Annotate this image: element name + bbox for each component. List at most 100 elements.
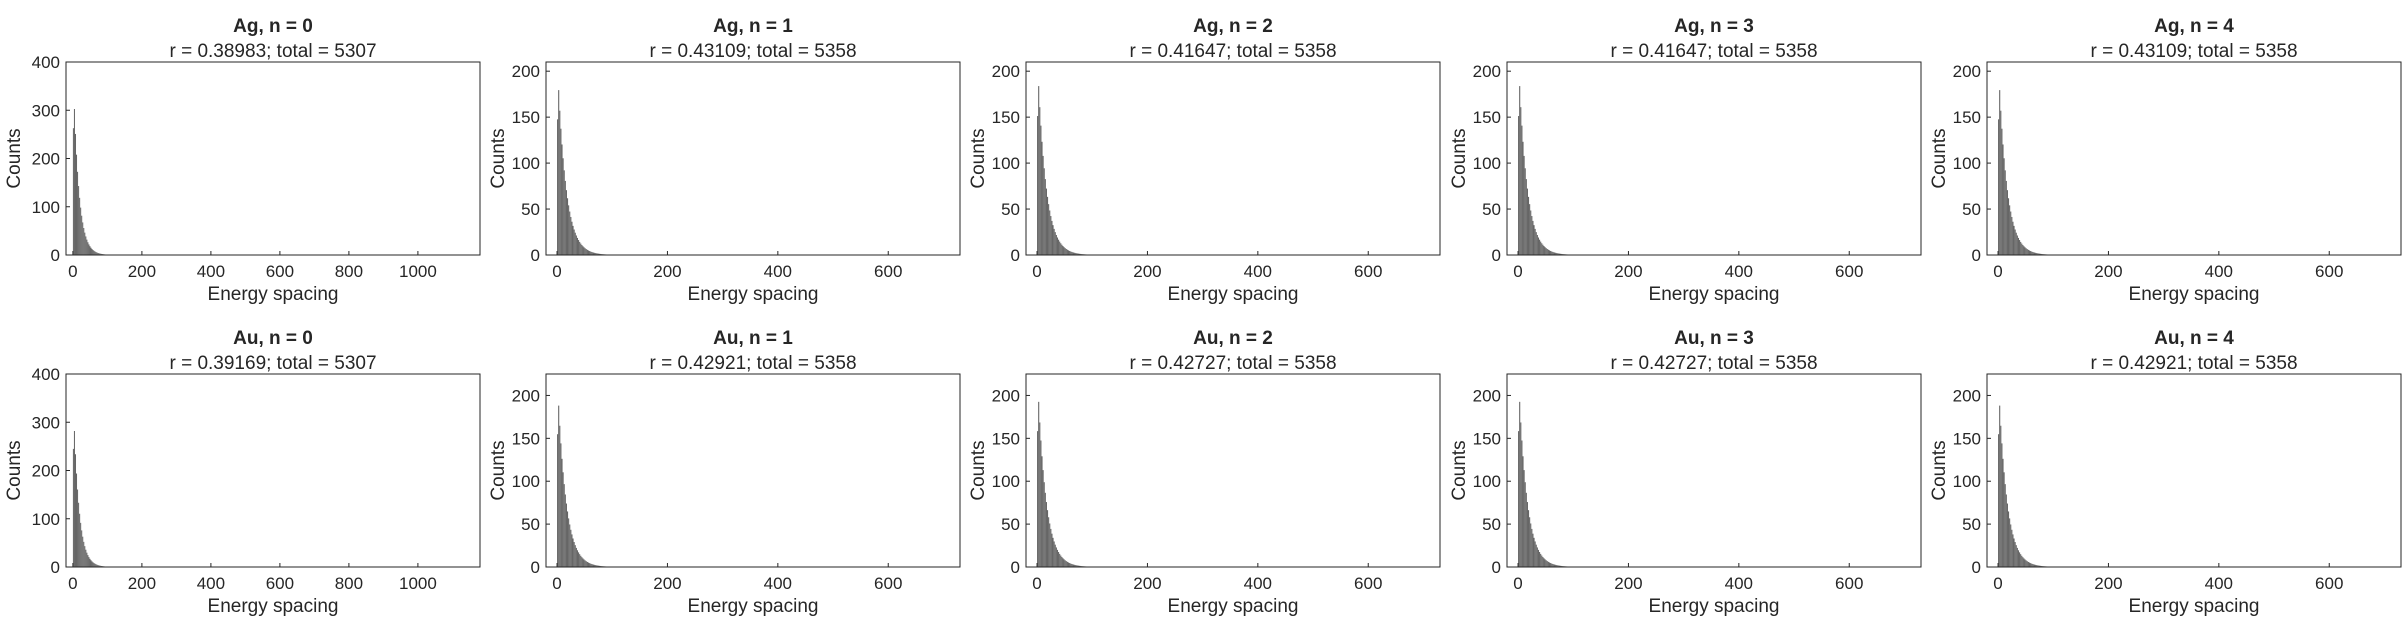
histogram-bars xyxy=(1998,90,2050,255)
histogram-bar xyxy=(89,558,91,567)
plot-area xyxy=(1026,62,1440,255)
histogram-bar xyxy=(564,494,566,567)
histogram-bar xyxy=(2017,550,2020,567)
y-axis-label: Counts xyxy=(1449,128,1470,188)
x-tick-label: 200 xyxy=(128,262,156,281)
histogram-bar xyxy=(1043,482,1045,567)
y-tick-label: 0 xyxy=(51,246,60,265)
histogram-bar xyxy=(1076,253,1078,255)
histogram-bar xyxy=(1044,492,1046,567)
histogram-bar xyxy=(2031,251,2033,255)
histogram-bar xyxy=(1037,116,1039,255)
y-tick-label: 50 xyxy=(1962,515,1981,534)
histogram-bar xyxy=(566,198,569,255)
x-tick-label: 800 xyxy=(335,574,363,593)
histogram-bar xyxy=(597,565,599,567)
histogram-bar xyxy=(1073,564,1075,567)
histogram-bar xyxy=(2001,128,2003,255)
histogram-bar xyxy=(93,563,95,567)
histogram-bar xyxy=(1546,248,1548,255)
histogram-bar xyxy=(1537,237,1540,255)
histogram-bar xyxy=(592,564,594,567)
histogram-bar xyxy=(1045,502,1047,567)
histogram-bar xyxy=(95,252,97,255)
histogram-bar xyxy=(1050,216,1052,255)
histogram-bar xyxy=(574,232,576,255)
histogram-bar xyxy=(1059,241,1061,255)
histogram-bar xyxy=(2037,565,2039,567)
y-tick-label: 100 xyxy=(1473,472,1501,491)
histogram-bar xyxy=(1559,253,1562,255)
histogram-bar xyxy=(1049,210,1051,255)
y-tick-label: 100 xyxy=(1473,154,1501,173)
histogram-bar xyxy=(1040,440,1042,567)
histogram-bar xyxy=(1051,220,1053,255)
histogram-bar xyxy=(1544,559,1546,567)
y-tick-label: 150 xyxy=(1473,429,1501,448)
histogram-bar xyxy=(96,252,98,255)
x-tick-label: 200 xyxy=(128,574,156,593)
histogram-bars xyxy=(1037,86,1089,255)
histogram-bar xyxy=(1544,247,1546,255)
histogram-bar xyxy=(1069,563,1071,567)
y-tick-label: 200 xyxy=(992,62,1020,81)
histogram-bar xyxy=(2025,560,2027,567)
histogram-bar xyxy=(1049,523,1051,567)
histogram-bar xyxy=(1040,125,1042,255)
histogram-bar xyxy=(594,565,596,567)
x-tick-label: 0 xyxy=(1513,574,1522,593)
histogram-bar xyxy=(1545,560,1547,567)
histogram-bar xyxy=(1062,246,1064,255)
x-tick-label: 200 xyxy=(2094,574,2122,593)
histogram-bar xyxy=(1525,492,1527,567)
histogram-bar xyxy=(1999,90,2001,255)
y-tick-label: 50 xyxy=(1482,200,1501,219)
histogram-bar xyxy=(1053,228,1055,255)
histogram-bar xyxy=(1526,188,1528,255)
histogram-bar xyxy=(1534,228,1536,255)
histogram-bar xyxy=(1561,565,1563,567)
chart-subtitle: r = 0.38983; total = 5307 xyxy=(169,41,376,62)
histogram-bar xyxy=(579,241,581,255)
histogram-bar xyxy=(562,158,564,255)
histogram-bar xyxy=(87,555,89,567)
chart-subtitle: r = 0.43109; total = 5358 xyxy=(2090,41,2297,62)
y-tick-label: 100 xyxy=(32,510,60,529)
histogram-bar xyxy=(1039,422,1041,567)
histogram-bar xyxy=(1039,107,1041,255)
subplot-ag-n-4: 0 200 400 600 0 50 100 150 200 Ag, n = 4 r = 0.431… xyxy=(1929,16,2402,305)
histogram-bar xyxy=(1072,564,1074,567)
histogram-bar xyxy=(1519,401,1521,567)
histogram-bar xyxy=(1059,553,1061,567)
y-tick-label: 0 xyxy=(1011,246,1020,265)
histogram-bar xyxy=(581,244,583,255)
histogram-bar xyxy=(1058,239,1060,255)
axes-box xyxy=(1025,373,1441,568)
chart-title: Au, n = 4 xyxy=(2154,328,2234,349)
histogram-bars xyxy=(1037,401,1091,567)
x-tick-label: 200 xyxy=(653,574,681,593)
x-tick-label: 0 xyxy=(68,262,77,281)
histogram-bar xyxy=(1552,251,1554,255)
histogram-bar xyxy=(93,250,95,255)
histogram-bar xyxy=(74,454,77,567)
x-axis-label: Energy spacing xyxy=(2129,596,2260,617)
histogram-bar xyxy=(598,565,601,567)
histogram-bar xyxy=(1540,553,1542,567)
histogram-bar xyxy=(587,250,590,255)
chart-title: Au, n = 3 xyxy=(1674,328,1754,349)
x-tick-label: 1000 xyxy=(399,574,437,593)
histogram-bar xyxy=(589,563,591,567)
histogram-bar xyxy=(2019,552,2021,567)
y-tick-label: 200 xyxy=(1473,386,1501,405)
histogram-bar xyxy=(1038,86,1040,255)
histogram-bar xyxy=(1071,251,1073,255)
histogram-bar xyxy=(1070,251,1072,255)
histogram-bar xyxy=(596,565,598,567)
histogram-bar xyxy=(1523,470,1525,567)
plot-area xyxy=(66,62,480,255)
histogram-bar xyxy=(1551,251,1553,255)
chart-subtitle: r = 0.42921; total = 5358 xyxy=(649,353,856,374)
histogram-bar xyxy=(1551,563,1553,567)
histogram-bar xyxy=(595,253,597,255)
